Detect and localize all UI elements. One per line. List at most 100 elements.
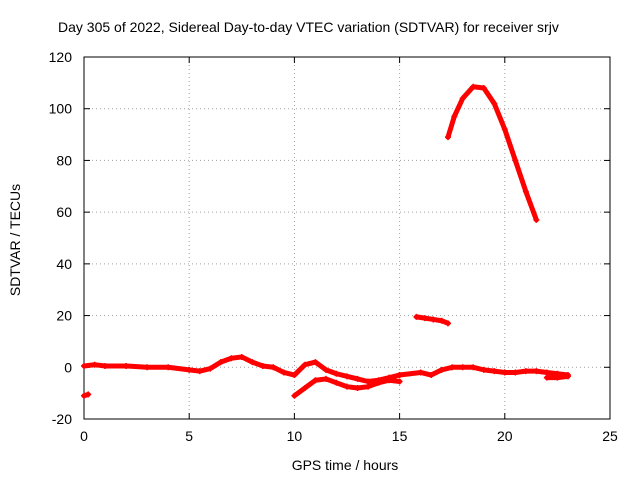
data-point <box>144 364 151 371</box>
data-point <box>196 368 203 375</box>
plot-frame <box>83 56 611 420</box>
data-point <box>430 316 437 323</box>
data-point <box>480 85 487 92</box>
y-tick-label: 80 <box>56 152 72 168</box>
data-point <box>344 383 350 390</box>
data-point <box>543 374 550 381</box>
data-point <box>365 383 372 390</box>
data-point <box>85 391 92 398</box>
data-point <box>375 379 382 386</box>
series-seg-dip-early <box>81 391 92 399</box>
data-point <box>301 361 308 368</box>
chart-title: Day 305 of 2022, Sidereal Day-to-day VTE… <box>58 19 559 35</box>
data-point <box>207 365 214 372</box>
data-point <box>165 364 172 371</box>
data-point <box>91 361 98 368</box>
x-axis-label: GPS time / hours <box>292 457 399 473</box>
data-point <box>554 374 561 381</box>
x-tick-label: 0 <box>80 428 88 444</box>
y-tick-label: 60 <box>56 204 72 220</box>
data-point <box>123 362 130 369</box>
data-point <box>354 384 361 391</box>
data-point <box>291 392 298 399</box>
series-seg-lower-mid <box>291 375 403 399</box>
data-point <box>512 157 519 164</box>
series-seg-late-baseline <box>396 364 571 379</box>
data-point <box>396 378 403 385</box>
data-point <box>333 379 340 386</box>
series-seg-arc-high <box>444 83 540 223</box>
data-point <box>459 95 466 102</box>
data-point <box>344 373 350 380</box>
data-point <box>470 83 477 90</box>
data-point <box>386 377 393 384</box>
x-tick-label: 5 <box>185 428 193 444</box>
data-point <box>291 372 298 379</box>
x-tick-label: 10 <box>287 428 303 444</box>
data-point <box>413 313 420 320</box>
data-point <box>81 362 87 369</box>
series-seg-late-tail <box>543 373 571 381</box>
data-point <box>533 216 540 223</box>
data-point <box>543 369 550 376</box>
data-point <box>322 375 329 382</box>
data-point <box>312 359 319 366</box>
data-point <box>449 364 456 371</box>
y-tick-label: 100 <box>49 101 73 117</box>
data-point <box>228 355 235 362</box>
series-line <box>397 364 571 378</box>
data-point <box>354 375 361 382</box>
data-point <box>444 134 451 141</box>
y-tick-label: -20 <box>52 411 72 427</box>
data-point <box>470 364 477 371</box>
data-point <box>451 113 458 120</box>
data-point <box>491 100 498 107</box>
y-tick-label: 40 <box>56 256 72 272</box>
data-point <box>301 384 308 391</box>
data-point <box>238 353 245 360</box>
data-point <box>512 369 519 376</box>
data-point <box>249 359 256 366</box>
data-point <box>217 359 224 366</box>
data-point <box>81 392 87 399</box>
data-point <box>444 320 451 327</box>
data-point <box>421 315 428 322</box>
grid <box>84 57 610 419</box>
x-tick-label: 15 <box>392 428 408 444</box>
data-point <box>438 366 445 373</box>
data-point <box>533 368 540 375</box>
data-point <box>501 126 508 133</box>
y-axis-label: SDTVAR / TECUs <box>7 184 23 296</box>
data-point <box>102 362 109 369</box>
series-seg-baseline <box>81 353 403 385</box>
data-point <box>480 366 487 373</box>
series-line <box>445 84 539 223</box>
data-point <box>417 369 424 376</box>
data-point <box>322 366 329 373</box>
series-layer <box>81 83 571 399</box>
data-point <box>438 317 445 324</box>
data-point <box>312 377 319 384</box>
data-point <box>459 364 466 371</box>
data-point <box>501 369 508 376</box>
data-point <box>564 373 571 380</box>
data-point <box>333 370 340 377</box>
data-point <box>491 368 498 375</box>
y-tick-label: 20 <box>56 308 72 324</box>
data-point <box>522 188 529 195</box>
data-point <box>428 372 435 379</box>
data-point <box>259 362 266 369</box>
data-point <box>280 369 287 376</box>
x-tick-label: 20 <box>497 428 513 444</box>
data-point <box>365 378 372 385</box>
data-point <box>270 364 277 371</box>
x-tick-label: 25 <box>602 428 618 444</box>
data-point <box>396 372 403 379</box>
data-point <box>186 366 193 373</box>
data-point <box>522 368 529 375</box>
y-tick-label: 0 <box>64 359 72 375</box>
series-line <box>81 354 403 385</box>
series-seg-short-20 <box>413 313 451 327</box>
y-tick-label: 120 <box>49 49 73 65</box>
